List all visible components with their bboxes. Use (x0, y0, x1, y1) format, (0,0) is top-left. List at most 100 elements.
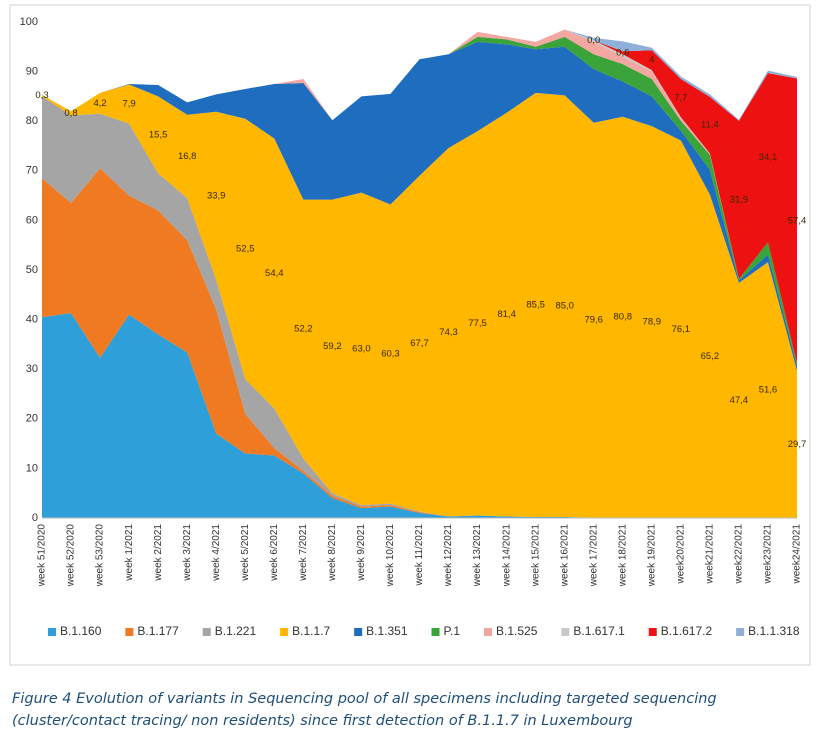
area (42, 41, 797, 371)
x-tick-label: week 8/2021 (327, 524, 338, 582)
data-label: 85,0 (555, 301, 574, 312)
data-label: 15,5 (149, 129, 168, 140)
x-tick-label: week 7/2021 (298, 524, 309, 582)
data-label: 0,6 (616, 47, 629, 58)
data-label: 74,3 (439, 327, 458, 338)
legend-label: B.1.617.2 (661, 624, 713, 638)
legend-swatch (431, 628, 440, 636)
x-tick-label: week 18/2021 (617, 524, 628, 588)
data-label: 51,6 (759, 385, 778, 396)
data-label: 7,9 (123, 99, 136, 110)
y-tick-label: 40 (26, 314, 38, 326)
data-label: 81,4 (497, 309, 516, 320)
y-tick-label: 90 (26, 66, 38, 78)
legend-swatch (736, 628, 745, 636)
data-label: 57,4 (788, 215, 807, 226)
x-tick-label: week 16/2021 (559, 524, 570, 588)
data-label: 80,8 (614, 312, 633, 323)
legend-swatch (202, 628, 211, 636)
data-label: 85,5 (526, 299, 545, 310)
x-tick-label: week 6/2021 (269, 524, 280, 582)
legend-swatch (48, 628, 56, 636)
data-label: 29,7 (788, 439, 807, 450)
legend-swatch (648, 628, 657, 636)
y-tick-label: 100 (20, 16, 38, 28)
data-label: 63,0 (352, 343, 371, 354)
data-label: 4,2 (93, 98, 106, 109)
x-tick-label: week 11/2021 (414, 524, 425, 587)
legend-swatch (280, 628, 289, 636)
data-label: 60,3 (381, 349, 400, 360)
x-tick-label: week 12/2021 (443, 524, 454, 588)
data-label: 78,9 (643, 316, 662, 327)
legend-label: B.1.221 (215, 624, 257, 638)
y-tick-label: 30 (26, 363, 38, 375)
x-tick-label: week21/2021 (705, 524, 716, 585)
area (42, 84, 797, 518)
caption-line: Figure 4 Evolution of variants in Sequen… (12, 691, 717, 707)
legend-label: B.1.1.318 (748, 624, 800, 638)
x-tick-label: week22/2021 (734, 524, 745, 585)
data-label: 52,5 (236, 243, 255, 254)
legend-label: B.1.177 (137, 624, 179, 638)
area (42, 96, 797, 519)
x-tick-label: week 53/2020 (95, 524, 106, 588)
x-tick-label: week 51/2020 (37, 524, 48, 588)
x-tick-label: week20/2021 (675, 524, 686, 585)
x-tick-label: week 2/2021 (153, 524, 164, 582)
x-tick-label: week 3/2021 (182, 524, 193, 582)
x-tick-label: week 4/2021 (211, 524, 222, 582)
caption: Figure 4 Evolution of variants in Sequen… (12, 688, 812, 732)
y-tick-label: 0 (32, 512, 38, 524)
data-label: 47,4 (730, 395, 749, 406)
x-tick-label: week 17/2021 (588, 524, 599, 588)
legend-label: B.1.617.1 (573, 624, 625, 638)
data-label: 11,4 (701, 120, 719, 131)
x-tick-label: week 15/2021 (530, 524, 541, 588)
x-tick-label: week 5/2021 (240, 524, 251, 582)
x-tick-label: week 14/2021 (501, 524, 512, 588)
data-label: 7,7 (674, 93, 687, 104)
x-tick-label: week 10/2021 (385, 524, 396, 588)
chart: 0 10 20 30 40 50 60 70 80 90 100 0,3 0,8 4,2 7,9 15,5 16… (9, 4, 811, 666)
y-tick-label: 80 (26, 115, 38, 127)
caption-line: (cluster/contact tracing/ non residents)… (12, 713, 633, 729)
legend-swatch (484, 628, 492, 636)
data-label: 76,1 (672, 324, 691, 335)
data-label: 16,8 (178, 151, 197, 162)
x-tick-label: week 52/2020 (66, 524, 77, 588)
legend-swatch (354, 628, 363, 636)
data-label: 59,2 (323, 341, 342, 352)
legend-label: B.1.160 (60, 624, 102, 638)
legend-label: B.1.1.7 (292, 624, 330, 638)
x-tick-label: week 13/2021 (472, 524, 483, 588)
data-label: 4 (649, 55, 654, 66)
data-label: 54,4 (265, 268, 284, 279)
y-tick-label: 50 (26, 264, 38, 276)
area (42, 313, 797, 518)
x-tick-label: week24/2021 (792, 524, 803, 585)
x-tick-label: week 19/2021 (646, 524, 657, 588)
data-label: 65,2 (701, 351, 720, 362)
y-tick-label: 20 (26, 413, 38, 425)
data-label: 33,9 (207, 190, 226, 201)
data-label: 31,9 (730, 194, 749, 205)
y-tick-label: 60 (26, 214, 38, 226)
data-label: 0,0 (587, 35, 600, 46)
data-label: 52,2 (294, 324, 313, 335)
data-label: 0,3 (35, 90, 48, 101)
legend-label: B.1.351 (366, 624, 408, 638)
legend-swatch (561, 628, 570, 636)
data-label: 79,6 (584, 315, 603, 326)
x-tick-label: week 1/2021 (124, 524, 135, 582)
y-tick-label: 70 (26, 165, 38, 177)
data-label: 67,7 (410, 338, 429, 349)
legend-label: P.1 (444, 624, 461, 638)
data-label: 0,8 (64, 108, 77, 119)
data-label: 77,5 (468, 318, 487, 329)
legend-label: B.1.525 (496, 624, 538, 638)
y-tick-label: 10 (26, 462, 38, 474)
area (42, 168, 797, 518)
data-label: 34,1 (759, 152, 778, 163)
